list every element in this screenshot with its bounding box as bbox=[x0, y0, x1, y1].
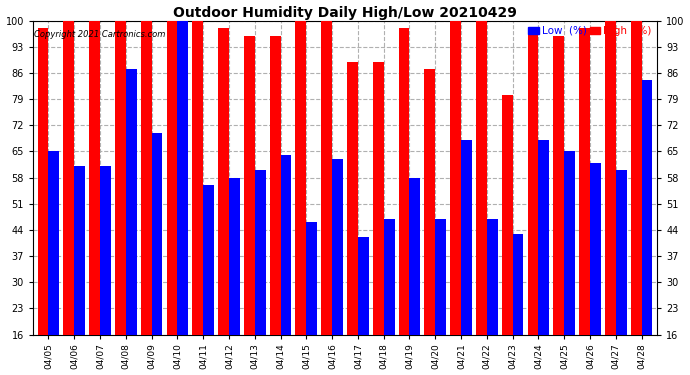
Bar bbox=[347, 62, 358, 334]
Bar bbox=[270, 36, 281, 334]
Bar bbox=[631, 17, 642, 334]
Bar bbox=[553, 36, 564, 334]
Bar bbox=[322, 6, 332, 334]
Bar bbox=[126, 69, 137, 334]
Bar bbox=[48, 152, 59, 334]
Text: Copyright 2021 Cartronics.com: Copyright 2021 Cartronics.com bbox=[34, 30, 166, 39]
Bar bbox=[590, 163, 601, 334]
Bar bbox=[513, 234, 524, 334]
Bar bbox=[424, 69, 435, 334]
Bar bbox=[100, 166, 111, 334]
Bar bbox=[295, 0, 306, 334]
Bar bbox=[306, 222, 317, 334]
Bar bbox=[538, 140, 549, 334]
Bar bbox=[564, 152, 575, 334]
Bar bbox=[281, 155, 291, 334]
Bar bbox=[218, 28, 229, 334]
Bar bbox=[579, 28, 590, 334]
Bar bbox=[409, 178, 420, 334]
Bar bbox=[255, 170, 266, 334]
Bar bbox=[502, 96, 513, 334]
Bar bbox=[435, 219, 446, 334]
Bar bbox=[384, 219, 395, 334]
Bar bbox=[528, 28, 538, 334]
Bar bbox=[487, 219, 497, 334]
Legend: Low  (%), High  (%): Low (%), High (%) bbox=[529, 26, 652, 36]
Bar bbox=[89, 0, 100, 334]
Bar bbox=[358, 237, 368, 334]
Bar bbox=[193, 0, 203, 334]
Bar bbox=[461, 140, 472, 334]
Bar bbox=[399, 28, 409, 334]
Bar bbox=[476, 0, 487, 334]
Bar bbox=[615, 170, 627, 334]
Bar bbox=[373, 62, 384, 334]
Bar bbox=[450, 0, 461, 334]
Bar bbox=[332, 159, 343, 334]
Bar bbox=[152, 133, 162, 334]
Bar bbox=[177, 9, 188, 334]
Bar bbox=[244, 36, 255, 334]
Title: Outdoor Humidity Daily High/Low 20210429: Outdoor Humidity Daily High/Low 20210429 bbox=[173, 6, 517, 20]
Bar bbox=[37, 28, 48, 334]
Bar bbox=[229, 178, 240, 334]
Bar bbox=[141, 0, 152, 334]
Bar bbox=[642, 81, 653, 334]
Bar bbox=[75, 166, 85, 334]
Bar bbox=[63, 6, 75, 334]
Bar bbox=[166, 0, 177, 334]
Bar bbox=[203, 185, 214, 334]
Bar bbox=[605, 21, 615, 334]
Bar bbox=[115, 0, 126, 334]
